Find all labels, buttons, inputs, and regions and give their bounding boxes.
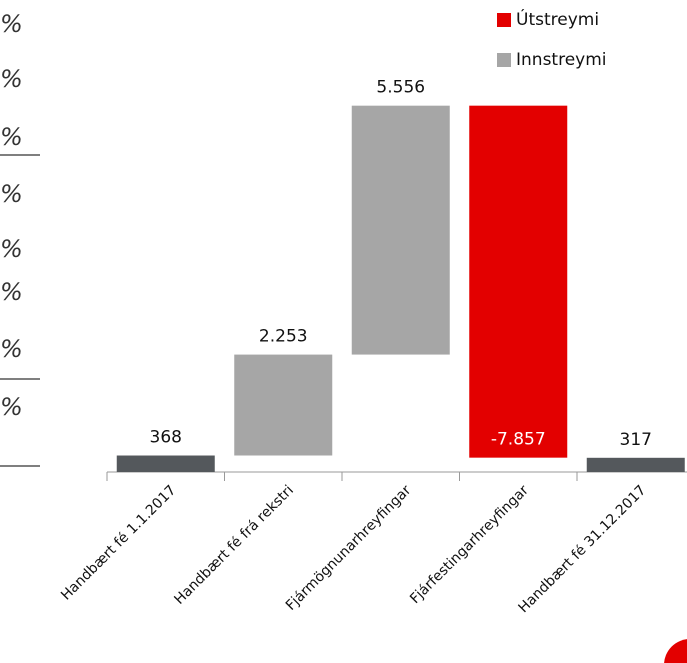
value-label: 5.556: [376, 78, 425, 98]
legend-swatch: [497, 53, 511, 67]
decor-label: %: [0, 393, 23, 421]
decor-circle: [664, 639, 687, 663]
x-tick-label: Handbært fé frá rekstri: [171, 482, 297, 608]
value-label: -7.857: [491, 430, 546, 450]
legend-swatch: [497, 13, 511, 27]
decor-label: %: [0, 10, 23, 38]
decor-label: %: [0, 335, 23, 363]
x-tick-label: Handbært fé 31.12.2017: [516, 482, 650, 616]
decor-label: %: [0, 123, 23, 151]
value-label: 2.253: [259, 327, 308, 347]
x-tick-label: Handbært fé 1.1.2017: [58, 482, 179, 603]
decor-label: %: [0, 65, 23, 93]
decor-label: %: [0, 235, 23, 263]
decor-label: %: [0, 278, 23, 306]
decor-label: %: [0, 180, 23, 208]
legend-label: Útstreymi: [516, 8, 599, 30]
value-label: 368: [150, 428, 182, 448]
bar: [234, 354, 333, 456]
value-label: 317: [620, 430, 652, 450]
bar: [351, 105, 450, 355]
x-tick-label: Fjármögnunarhreyfingar: [283, 482, 415, 614]
bar: [586, 457, 685, 472]
x-tick-label: Fjárfestingarhreyfingar: [407, 482, 532, 607]
legend-label: Innstreymi: [516, 50, 607, 70]
bar: [469, 105, 568, 458]
bar: [116, 455, 215, 472]
